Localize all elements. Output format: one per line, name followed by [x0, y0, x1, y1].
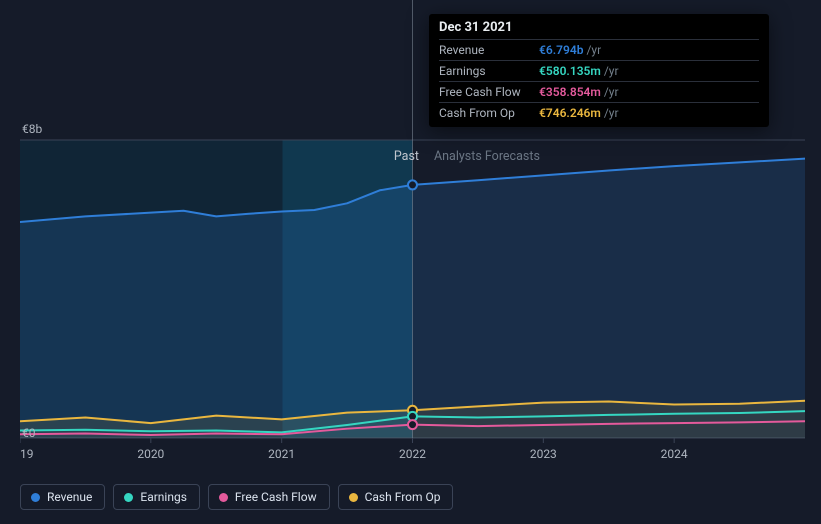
legend-item-label: Free Cash Flow	[235, 490, 317, 504]
tooltip-row: Earnings€580.135m/yr	[439, 60, 759, 81]
tooltip-date: Dec 31 2021	[439, 20, 759, 39]
tooltip-row-label: Cash From Op	[439, 105, 539, 121]
svg-text:2019: 2019	[20, 447, 33, 461]
section-past-label: Past	[394, 149, 419, 164]
tooltip-row-unit: /yr	[604, 84, 619, 100]
svg-text:2020: 2020	[137, 447, 164, 461]
svg-text:2021: 2021	[268, 447, 295, 461]
legend-item[interactable]: Cash From Op	[338, 484, 454, 510]
tooltip-row-value: €746.246m	[539, 105, 601, 121]
tooltip-row-unit: /yr	[604, 63, 619, 79]
tooltip-row-value: €580.135m	[539, 63, 601, 79]
tooltip-row-label: Earnings	[439, 63, 539, 79]
section-forecast-label: Analysts Forecasts	[434, 149, 540, 164]
y-tick-zero: €0	[22, 426, 36, 440]
legend-dot-icon	[219, 493, 228, 502]
legend-dot-icon	[31, 493, 40, 502]
legend-dot-icon	[349, 493, 358, 502]
tooltip-row-label: Revenue	[439, 42, 539, 58]
svg-text:2022: 2022	[399, 447, 426, 461]
tooltip-row: Cash From Op€746.246m/yr	[439, 102, 759, 123]
tooltip-row-value: €358.854m	[539, 84, 601, 100]
svg-text:2024: 2024	[661, 447, 688, 461]
legend-item[interactable]: Revenue	[20, 484, 105, 510]
hover-tooltip: Dec 31 2021 Revenue€6.794b/yrEarnings€58…	[429, 14, 769, 127]
svg-text:2023: 2023	[530, 447, 557, 461]
legend-item-label: Earnings	[140, 490, 187, 504]
legend-item[interactable]: Free Cash Flow	[208, 484, 330, 510]
tooltip-row: Free Cash Flow€358.854m/yr	[439, 81, 759, 102]
tooltip-row-unit: /yr	[586, 42, 601, 58]
tooltip-row-unit: /yr	[604, 105, 619, 121]
tooltip-row-value: €6.794b	[539, 42, 583, 58]
legend-dot-icon	[124, 493, 133, 502]
legend-item[interactable]: Earnings	[113, 484, 200, 510]
tooltip-row-label: Free Cash Flow	[439, 84, 539, 100]
legend-item-label: Revenue	[47, 490, 92, 504]
y-tick-top: €8b	[22, 122, 42, 136]
legend: Revenue Earnings Free Cash Flow Cash From O…	[20, 484, 453, 510]
legend-item-label: Cash From Op	[365, 490, 441, 504]
tooltip-row: Revenue€6.794b/yr	[439, 39, 759, 60]
